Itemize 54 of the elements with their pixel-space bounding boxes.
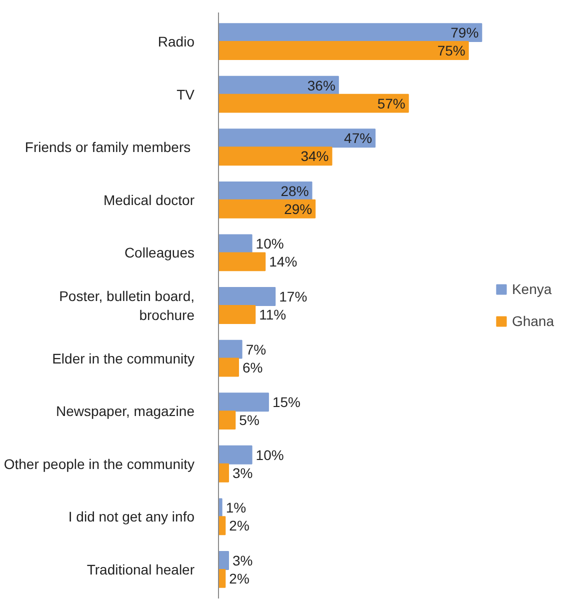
bar [218, 463, 229, 482]
data-label: 2% [229, 518, 250, 534]
data-label: 28% [280, 182, 309, 199]
y-tick-label: Traditional healer [86, 561, 195, 578]
bar [218, 94, 409, 113]
y-tick-label: Colleagues [124, 244, 195, 261]
y-tick-label: Poster, bulletin board, brochure [59, 288, 195, 324]
bar [218, 445, 252, 464]
y-tick-label: Newspaper, magazine [56, 403, 195, 420]
bar [218, 392, 269, 412]
bar [218, 234, 252, 254]
bar [218, 23, 482, 42]
data-label: 57% [377, 95, 406, 112]
data-label: 17% [279, 288, 308, 305]
data-label: 15% [272, 394, 300, 410]
bar [218, 516, 226, 536]
bar [218, 358, 239, 377]
data-label: 75% [437, 42, 466, 59]
legend-label: Kenya [512, 281, 552, 297]
y-tick-label: Elder in the community [52, 350, 195, 366]
data-label: 47% [344, 130, 372, 146]
data-label: 10% [256, 236, 284, 252]
data-label: 7% [246, 341, 266, 358]
data-label: 79% [450, 24, 479, 41]
bar [218, 340, 242, 359]
bar [218, 128, 376, 148]
data-label: 6% [242, 359, 263, 376]
y-tick-label: TV [176, 86, 196, 102]
y-tick-label: Other people in the community [4, 456, 194, 472]
bar [218, 252, 266, 272]
y-tick-label: Radio [158, 34, 195, 50]
bar [218, 146, 332, 166]
data-label: 29% [284, 200, 312, 217]
data-label: 3% [232, 552, 253, 568]
bar [218, 287, 276, 306]
bar [218, 410, 236, 430]
bar [218, 199, 316, 218]
data-label: 14% [269, 254, 298, 270]
bar [218, 551, 229, 570]
y-tick-label: I did not get any info [68, 508, 195, 525]
legend-label: Ghana [512, 313, 554, 329]
data-label: 10% [256, 446, 284, 463]
bar [218, 41, 469, 60]
bar [218, 568, 226, 588]
y-tick-label: Medical doctor [103, 192, 195, 208]
y-tick-label: Friends or family members [24, 139, 191, 156]
bar [218, 305, 256, 324]
data-label: 11% [259, 306, 286, 322]
data-label: 36% [307, 77, 336, 94]
data-label: 1% [226, 500, 246, 516]
data-label: 3% [232, 464, 253, 481]
data-label: 2% [229, 570, 250, 586]
data-label: 5% [239, 412, 260, 428]
data-label: 34% [300, 148, 329, 164]
